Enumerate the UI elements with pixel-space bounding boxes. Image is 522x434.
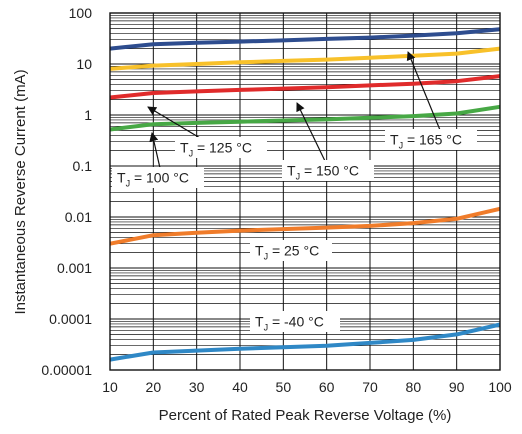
annotation-label-t165: TJ = 165 °C: [390, 132, 462, 151]
series-line-t150: [109, 46, 501, 71]
x-axis-label: Percent of Rated Peak Reverse Voltage (%…: [159, 407, 452, 424]
series-line-t25: [109, 206, 501, 246]
x-tick-label: 60: [319, 379, 335, 395]
annotation-box-t150: [282, 160, 374, 181]
annotation-label-tm40: TJ = -40 °C: [255, 314, 324, 333]
y-tick-label: 0.001: [57, 260, 92, 276]
annotation-arrow-t125: [147, 106, 201, 139]
y-tick-label: 0.0001: [49, 311, 92, 327]
plot-frame: [109, 12, 501, 371]
y-axis-label: Instantaneous Reverse Current (mA): [12, 69, 29, 314]
annotation-label-t125: TJ = 125 °C: [180, 140, 252, 159]
x-tick-label: 20: [146, 379, 162, 395]
x-tick-label: 80: [406, 379, 422, 395]
annotation-box-t125: [175, 137, 267, 158]
x-tick-label: 40: [232, 379, 248, 395]
y-tick-labels: 0.00001 0.0001 0.001 0.01 0.1 1 10 100: [41, 5, 92, 378]
temperature-annotations: TJ = 125 °C TJ = 100 °C TJ = 150 °C TJ = 16…: [112, 51, 477, 333]
x-tick-label: 90: [449, 379, 465, 395]
series-line-t125: [109, 74, 501, 100]
annotation-arrow-t165: [406, 51, 441, 131]
annotation-label-t100: TJ = 100 °C: [117, 170, 189, 189]
x-tick-labels: 10 20 30 40 50 60 70 80 90 100: [102, 379, 512, 395]
y-tick-label: 10: [76, 56, 92, 72]
annotation-label-t150: TJ = 150 °C: [287, 163, 359, 182]
annotation-box-t100: [112, 167, 204, 188]
annotation-box-tm40: [250, 311, 340, 332]
y-tick-label: 100: [69, 5, 93, 21]
series-line-t165: [109, 27, 501, 51]
x-tick-label: 70: [362, 379, 378, 395]
y-tick-label: 0.1: [73, 158, 93, 174]
plot-series: [109, 27, 501, 362]
y-tick-label: 0.01: [65, 209, 92, 225]
annotation-arrow-t150: [296, 102, 326, 162]
x-tick-label: 10: [102, 379, 118, 395]
y-tick-label: 1: [84, 107, 92, 123]
series-line-tm40: [109, 322, 501, 362]
y-tick-label: 0.00001: [41, 362, 92, 378]
annotation-box-t165: [385, 129, 477, 150]
annotation-arrow-t100: [149, 132, 161, 169]
annotation-box-t25: [250, 240, 332, 261]
x-tick-label: 100: [488, 379, 512, 395]
x-tick-label: 50: [276, 379, 292, 395]
annotation-label-t25: TJ = 25 °C: [255, 243, 319, 262]
x-tick-label: 30: [189, 379, 205, 395]
